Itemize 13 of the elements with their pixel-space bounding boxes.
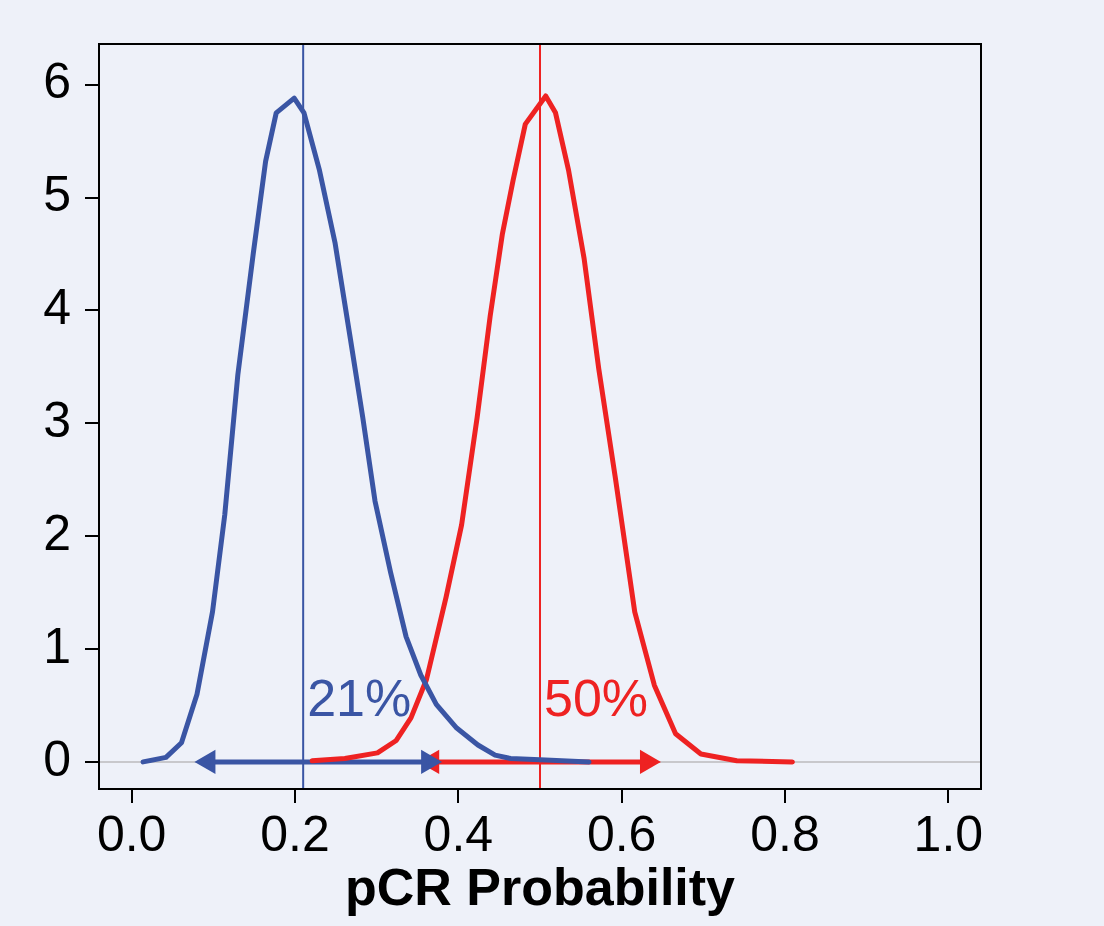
x-tick-label: 0.2 [260,805,330,862]
y-tick-label: 1 [43,617,71,674]
y-tick-label: 5 [43,166,71,223]
x-tick-label: 1.0 [913,805,984,862]
y-tick-label: 4 [43,279,71,336]
y-tick-label: 0 [43,730,71,787]
x-tick-label: 0.0 [96,805,167,862]
y-tick-label: 6 [43,53,71,110]
ref-line-label: 21% [307,668,412,727]
y-tick-label: 3 [43,392,71,449]
ref-line-label: 50% [544,668,649,727]
x-tick-label: 0.8 [750,805,820,862]
y-tick-label: 2 [43,504,71,561]
